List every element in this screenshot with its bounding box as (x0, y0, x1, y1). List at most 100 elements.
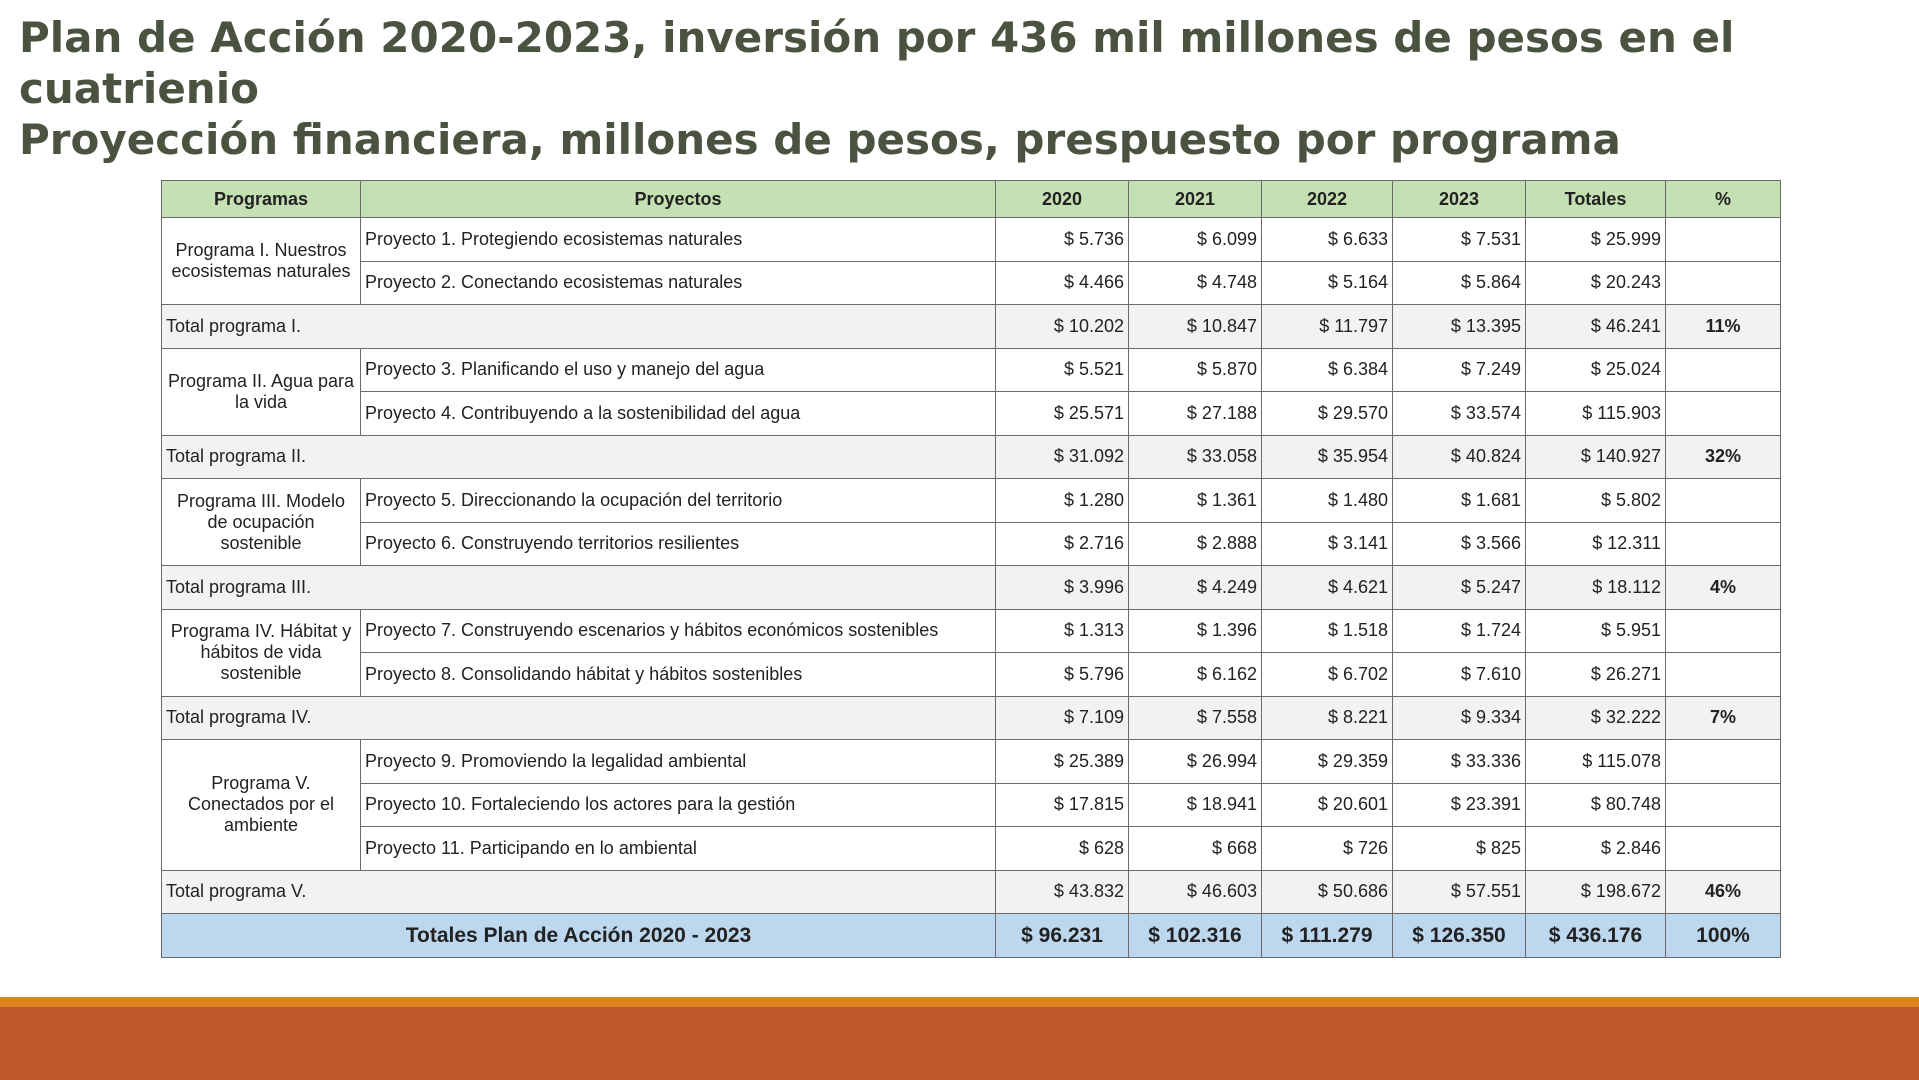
footer-bar (0, 1007, 1919, 1080)
table-row: Proyecto 11. Participando en lo ambienta… (162, 826, 1781, 871)
program-total-label: Total programa V. (161, 869, 996, 914)
value-cell: $ 6.099 (1128, 217, 1262, 262)
value-cell: $ 1.280 (995, 478, 1129, 523)
value-cell: $ 726 (1261, 826, 1393, 871)
program-name-cell: Programa I. Nuestros ecosistemas natural… (161, 217, 361, 305)
value-cell: $ 1.313 (995, 608, 1129, 653)
header-programas: Programas (161, 180, 361, 218)
table-header-row: Programas Proyectos 2020 2021 2022 2023 … (161, 180, 1781, 218)
value-cell: $ 668 (1128, 826, 1262, 871)
table-row: Proyecto 2. Conectando ecosistemas natur… (162, 260, 1781, 305)
total-value-cell: $ 11.797 (1261, 304, 1393, 349)
value-cell: $ 20.243 (1525, 260, 1666, 305)
total-value-cell: $ 8.221 (1261, 695, 1393, 740)
value-cell: $ 4.466 (995, 260, 1129, 305)
pct-cell (1665, 782, 1781, 827)
value-cell: $ 5.521 (995, 347, 1129, 392)
total-value-cell: $ 33.058 (1128, 434, 1262, 479)
table-row: Proyecto 6. Construyendo territorios res… (162, 521, 1781, 566)
value-cell: $ 12.311 (1525, 521, 1666, 566)
total-value-cell: $ 9.334 (1392, 695, 1526, 740)
pct-cell (1665, 739, 1781, 784)
value-cell: $ 5.164 (1261, 260, 1393, 305)
table-row: Proyecto 4. Contribuyendo a la sostenibi… (162, 391, 1781, 436)
value-cell: $ 25.024 (1525, 347, 1666, 392)
program-total-row: Total programa II. $ 31.092 $ 33.058 $ 35.9… (161, 434, 1781, 479)
grand-total-label: Totales Plan de Acción 2020 - 2023 (161, 913, 996, 958)
value-cell: $ 5.951 (1525, 608, 1666, 653)
value-cell: $ 4.748 (1128, 260, 1262, 305)
project-name-cell: Proyecto 2. Conectando ecosistemas natur… (360, 260, 996, 305)
total-value-cell: $ 3.996 (995, 565, 1129, 610)
pct-cell (1665, 652, 1781, 697)
program-name-cell: Programa IV. Hábitat y hábitos de vida s… (161, 608, 361, 697)
program-total-row: Total programa I. $ 10.202 $ 10.847 $ 11.79… (161, 304, 1781, 349)
project-name-cell: Proyecto 7. Construyendo escenarios y há… (360, 608, 996, 653)
pct-cell (1665, 826, 1781, 871)
total-value-cell: $ 18.112 (1525, 565, 1666, 610)
value-cell: $ 3.566 (1392, 521, 1526, 566)
total-value-cell: $ 13.395 (1392, 304, 1526, 349)
value-cell: $ 25.389 (995, 739, 1129, 784)
pct-cell (1665, 217, 1781, 262)
project-name-cell: Proyecto 8. Consolidando hábitat y hábit… (360, 652, 996, 697)
program-name-cell: Programa III. Modelo de ocupación sosten… (161, 478, 361, 566)
value-cell: $ 1.518 (1261, 608, 1393, 653)
title-line-2: Proyección financiera, millones de pesos… (19, 115, 1621, 164)
value-cell: $ 628 (995, 826, 1129, 871)
grand-total-value-cell: $ 436.176 (1525, 913, 1666, 958)
program-name-cell: Programa II. Agua para la vida (161, 347, 361, 436)
value-cell: $ 29.359 (1261, 739, 1393, 784)
program-total-row: Total programa IV. $ 7.109 $ 7.558 $ 8.221 $… (161, 695, 1781, 740)
total-pct-cell: 4% (1665, 565, 1781, 610)
project-name-cell: Proyecto 9. Promoviendo la legalidad amb… (360, 739, 996, 784)
program-name-cell: Programa V. Conectados por el ambiente (161, 739, 361, 871)
value-cell: $ 23.391 (1392, 782, 1526, 827)
grand-total-value-cell: $ 102.316 (1128, 913, 1262, 958)
value-cell: $ 80.748 (1525, 782, 1666, 827)
table-row: Programa IV. Hábitat y hábitos de vida s… (161, 608, 1781, 697)
total-value-cell: $ 4.249 (1128, 565, 1262, 610)
value-cell: $ 6.384 (1261, 347, 1393, 392)
value-cell: $ 7.610 (1392, 652, 1526, 697)
pct-cell (1665, 347, 1781, 392)
program-total-label: Total programa IV. (161, 695, 996, 740)
table-row: Programa I. Nuestros ecosistemas natural… (161, 217, 1781, 305)
slide-title: Plan de Acción 2020-2023, inversión por … (19, 12, 1899, 165)
project-name-cell: Proyecto 6. Construyendo territorios res… (360, 521, 996, 566)
value-cell: $ 1.681 (1392, 478, 1526, 523)
value-cell: $ 20.601 (1261, 782, 1393, 827)
value-cell: $ 17.815 (995, 782, 1129, 827)
value-cell: $ 115.903 (1525, 391, 1666, 436)
value-cell: $ 26.994 (1128, 739, 1262, 784)
project-name-cell: Proyecto 11. Participando en lo ambienta… (360, 826, 996, 871)
value-cell: $ 7.531 (1392, 217, 1526, 262)
total-value-cell: $ 198.672 (1525, 869, 1666, 914)
total-value-cell: $ 5.247 (1392, 565, 1526, 610)
value-cell: $ 2.716 (995, 521, 1129, 566)
header-proyectos: Proyectos (360, 180, 996, 218)
value-cell: $ 5.870 (1128, 347, 1262, 392)
project-name-cell: Proyecto 3. Planificando el uso y manejo… (360, 347, 996, 392)
program-total-label: Total programa II. (161, 434, 996, 479)
total-value-cell: $ 140.927 (1525, 434, 1666, 479)
total-value-cell: $ 7.558 (1128, 695, 1262, 740)
value-cell: $ 5.736 (995, 217, 1129, 262)
project-name-cell: Proyecto 5. Direccionando la ocupación d… (360, 478, 996, 523)
project-name-cell: Proyecto 1. Protegiendo ecosistemas natu… (360, 217, 996, 262)
value-cell: $ 27.188 (1128, 391, 1262, 436)
program-total-row: Total programa V. $ 43.832 $ 46.603 $ 50.68… (161, 869, 1781, 914)
value-cell: $ 5.796 (995, 652, 1129, 697)
value-cell: $ 7.249 (1392, 347, 1526, 392)
value-cell: $ 25.571 (995, 391, 1129, 436)
project-name-cell: Proyecto 4. Contribuyendo a la sostenibi… (360, 391, 996, 436)
program-total-label: Total programa III. (161, 565, 996, 610)
header-totales: Totales (1525, 180, 1666, 218)
value-cell: $ 26.271 (1525, 652, 1666, 697)
table-row: Programa III. Modelo de ocupación sosten… (161, 478, 1781, 566)
header-pct: % (1665, 180, 1781, 218)
grand-total-value-cell: $ 111.279 (1261, 913, 1393, 958)
total-value-cell: $ 31.092 (995, 434, 1129, 479)
value-cell: $ 29.570 (1261, 391, 1393, 436)
total-value-cell: $ 10.202 (995, 304, 1129, 349)
